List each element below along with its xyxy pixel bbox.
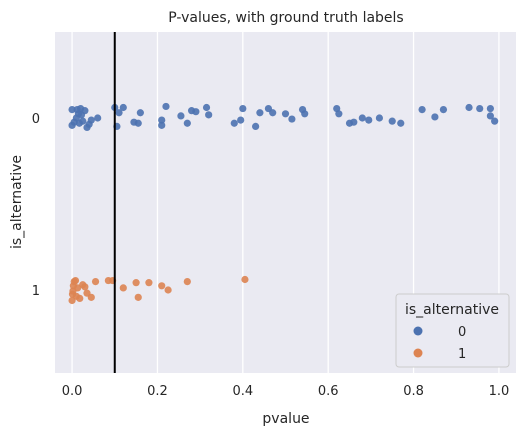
data-point-series-0 [230,119,238,127]
y-axis-label: is_alternative [9,155,25,249]
data-point-series-1 [91,278,100,286]
data-point-series-0 [205,111,213,119]
data-point-series-0 [439,106,448,114]
data-point-series-0 [134,119,142,127]
data-point-series-0 [252,122,260,130]
data-point-series-0 [237,116,245,124]
data-point-series-1 [183,278,191,286]
data-point-series-0 [365,116,373,124]
x-tick-label: 1.0 [489,384,510,399]
data-point-series-0 [87,116,95,124]
data-point-series-1 [87,293,95,301]
data-point-series-0 [491,117,499,125]
data-point-series-0 [81,107,89,115]
data-point-series-1 [164,286,172,294]
x-tick-labels: 0.0 0.2 0.4 0.6 0.8 1.0 [62,384,510,399]
chart-title: P-values, with ground truth labels [168,10,403,26]
data-point-series-0 [358,114,366,122]
data-point-series-0 [115,109,123,117]
data-point-series-1 [119,284,127,292]
data-point-series-0 [79,117,87,125]
legend-marker-1 [413,348,423,358]
data-point-series-0 [158,121,166,129]
data-point-series-1 [71,276,80,285]
data-point-series-0 [301,110,309,118]
data-point-series-0 [486,104,494,113]
data-point-series-0 [431,113,439,121]
data-point-series-0 [119,103,127,112]
data-point-series-0 [68,106,76,114]
data-point-series-0 [239,104,247,113]
data-point-series-0 [162,102,170,111]
data-point-series-0 [183,119,191,127]
legend-box [395,293,510,368]
data-point-series-0 [335,110,343,118]
data-point-series-0 [397,119,405,127]
data-point-series-0 [486,112,494,120]
legend-label-0: 0 [458,325,466,340]
x-tick-label: 0.2 [147,384,168,399]
legend-title: is_alternative [405,302,499,318]
data-point-series-0 [177,112,185,120]
legend-label-1: 1 [458,347,466,362]
data-point-series-1 [241,275,249,284]
data-point-series-0 [476,104,484,113]
data-point-series-0 [94,114,102,122]
data-point-series-0 [269,109,277,117]
legend: is_alternative 0 1 [395,293,510,368]
data-point-series-0 [281,110,290,118]
data-point-series-0 [388,117,396,125]
data-point-series-0 [418,106,426,114]
data-point-series-0 [136,109,144,117]
data-point-series-0 [192,108,200,116]
x-tick-label: 0.0 [62,384,83,399]
data-point-series-0 [375,114,384,122]
data-point-series-1 [145,279,153,287]
data-point-series-1 [81,283,89,291]
x-tick-label: 0.6 [318,384,339,399]
data-point-series-0 [465,103,473,112]
y-tick-labels: 01 [32,112,40,299]
x-axis-label: pvalue [262,411,309,427]
data-point-series-1 [134,293,142,301]
data-point-series-0 [202,103,211,112]
points-layer [68,102,499,305]
y-tick-label: 1 [32,284,40,299]
data-point-series-0 [350,118,358,126]
data-point-series-1 [132,279,140,287]
data-point-series-1 [76,294,84,302]
data-point-series-0 [158,116,166,124]
data-point-series-0 [288,115,296,123]
y-tick-label: 0 [32,112,40,127]
x-tick-label: 0.8 [403,384,424,399]
x-tick-label: 0.4 [232,384,253,399]
data-point-series-0 [256,109,264,117]
legend-marker-0 [413,326,423,336]
data-point-series-1 [158,282,166,290]
